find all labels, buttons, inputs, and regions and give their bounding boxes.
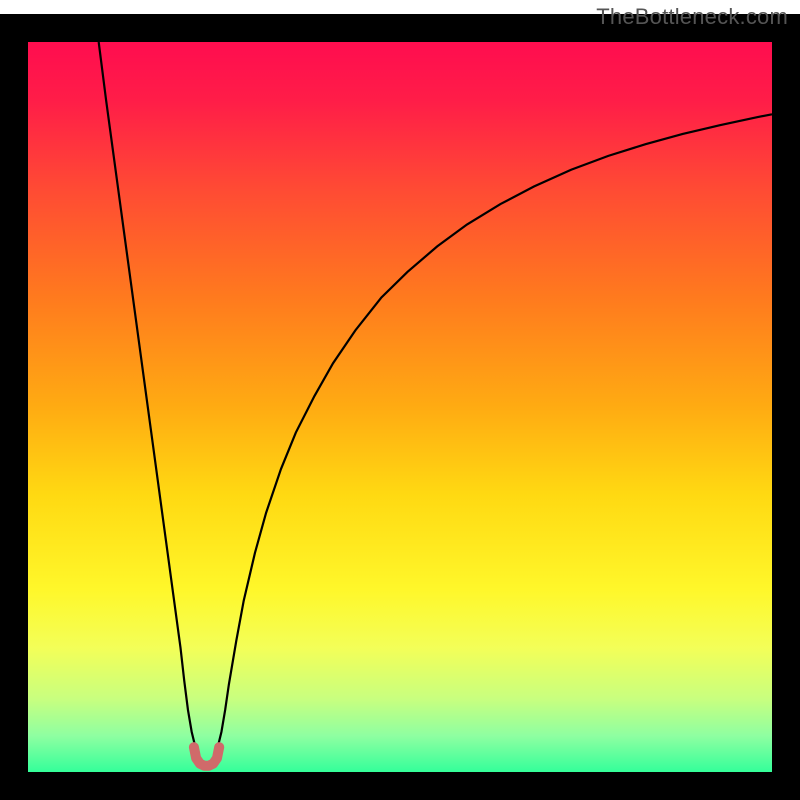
watermark-text: TheBottleneck.com <box>596 4 788 30</box>
gradient-background <box>28 42 772 772</box>
bottleneck-chart <box>0 0 800 800</box>
chart-container: TheBottleneck.com <box>0 0 800 800</box>
